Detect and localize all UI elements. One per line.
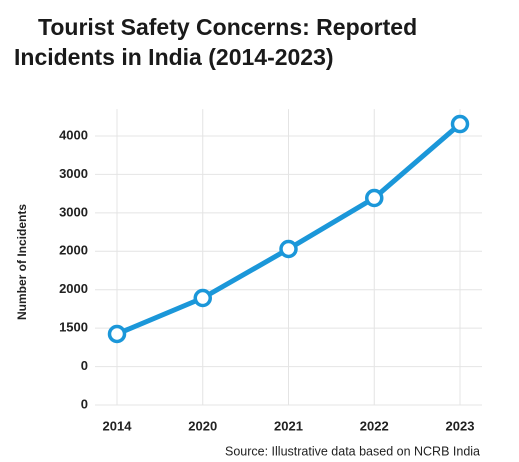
y-axis-label: Number of Incidents xyxy=(15,204,29,320)
x-tick-label: 2023 xyxy=(446,418,475,433)
data-point xyxy=(107,324,127,344)
chart-title: Tourist Safety Concerns: Reported xyxy=(38,14,417,40)
y-tick-label: 3000 xyxy=(59,204,88,219)
x-tick-label: 2020 xyxy=(188,418,217,433)
data-point xyxy=(193,288,212,308)
x-tick-label: 2014 xyxy=(103,418,133,433)
data-point xyxy=(365,188,384,208)
y-tick-label: 4000 xyxy=(59,127,88,142)
y-tick-label: 2000 xyxy=(59,243,88,258)
x-tick-label: 2022 xyxy=(360,418,389,433)
source-note: Source: Illustrative data based on NCRB … xyxy=(225,444,480,458)
y-tick-label: 0 xyxy=(81,358,88,373)
y-tick-label: 0 xyxy=(81,396,88,411)
x-tick-label: 2021 xyxy=(274,418,303,433)
y-tick-label: 2000 xyxy=(59,281,88,296)
data-point xyxy=(279,239,298,259)
y-tick-label: 1500 xyxy=(59,320,88,335)
chart-title: Incidents in India (2014-2023) xyxy=(14,44,334,70)
y-tick-label: 3000 xyxy=(59,166,88,181)
data-point xyxy=(450,114,470,134)
